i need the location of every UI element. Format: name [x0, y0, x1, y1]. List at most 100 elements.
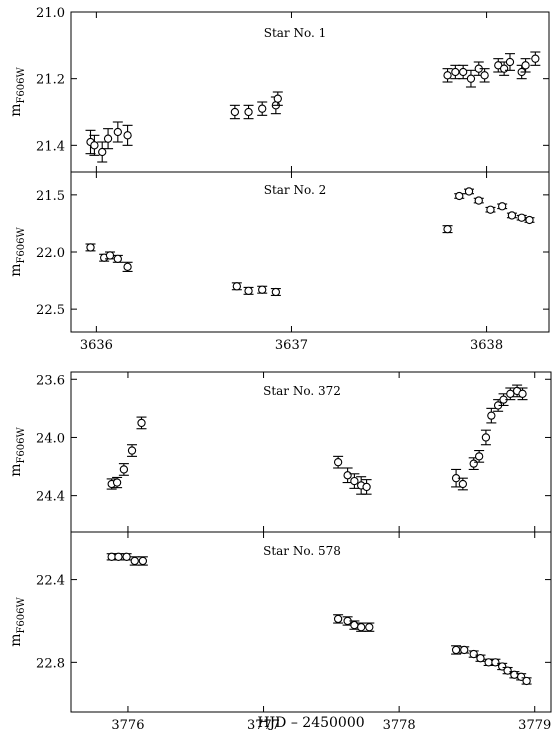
y-tick-label-star-578: 22.8: [36, 656, 65, 671]
y-tick-label-star-2: 22.5: [36, 303, 65, 318]
data-point-star-1: [531, 54, 540, 63]
panel-title-star-372: Star No. 372: [263, 384, 341, 398]
x-tick-label-star-578: 3776: [111, 718, 144, 733]
data-point-star-1: [451, 67, 460, 77]
data-point-star-578: [107, 552, 116, 561]
y-tick-label-star-1: 21.2: [36, 73, 65, 88]
data-point-star-372: [137, 418, 146, 428]
data-point-star-1: [505, 57, 515, 67]
data-point-star-1: [443, 71, 452, 80]
data-point-star-578: [469, 649, 478, 659]
y-tick-label-star-2: 22.0: [36, 246, 65, 261]
data-point-star-578: [510, 670, 519, 679]
data-point-star-2: [271, 287, 281, 297]
data-point-star-578: [333, 614, 343, 624]
data-point-star-372: [343, 471, 352, 480]
plot-area-star-372: 23.6 24.0 24.4: [36, 372, 551, 532]
y-axis-label-star-578: mF606W: [8, 596, 27, 646]
data-point-star-578: [484, 658, 493, 667]
data-point-star-578: [476, 654, 485, 663]
data-point-star-578: [357, 623, 366, 632]
data-point-star-1: [123, 131, 132, 140]
y-tick-label-star-578: 22.4: [36, 574, 65, 589]
data-point-star-1: [113, 127, 122, 137]
data-point-star-2: [455, 191, 464, 201]
panel-title-star-578: Star No. 578: [263, 544, 341, 558]
plot-area-star-2: 21.5 22.0 22.5 3636 3637 3638: [36, 172, 549, 353]
data-point-star-578: [498, 662, 507, 671]
x-tick-label-star-2: 3638: [470, 338, 503, 353]
data-point-star-372: [469, 459, 478, 468]
panel-frame-star-578: [70, 531, 552, 713]
y-tick-label-star-372: 24.4: [36, 490, 65, 505]
data-point-star-372: [112, 478, 122, 487]
x-tick-label-star-578: 3779: [518, 718, 551, 733]
data-point-star-2: [498, 202, 507, 211]
y-axis-label-star-1: mF606W: [8, 66, 27, 116]
panel-title-star-2: Star No. 2: [264, 183, 327, 197]
data-point-star-2: [474, 196, 483, 205]
data-point-star-1: [230, 107, 240, 117]
data-point-star-1: [480, 71, 489, 80]
x-tick-label-star-578: 3777: [247, 718, 280, 733]
x-tick-label-star-578: 3778: [383, 718, 416, 733]
data-point-star-2: [443, 224, 452, 234]
data-point-star-2: [113, 254, 122, 264]
data-point-star-578: [517, 672, 526, 681]
data-point-star-2: [525, 215, 534, 225]
data-point-star-2: [123, 262, 132, 272]
data-point-star-578: [138, 556, 148, 566]
data-point-star-2: [486, 205, 495, 214]
data-point-star-372: [127, 446, 137, 455]
data-point-star-372: [518, 389, 527, 398]
data-point-star-1: [466, 74, 476, 83]
data-point-star-578: [114, 552, 123, 561]
data-point-star-1: [459, 67, 468, 77]
data-point-star-2: [244, 286, 253, 296]
data-point-star-578: [503, 666, 512, 675]
data-point-star-578: [365, 623, 374, 632]
y-tick-label-star-2: 21.5: [36, 189, 65, 204]
y-tick-label-star-1: 21.4: [36, 139, 65, 154]
data-point-star-1: [499, 64, 509, 73]
data-point-star-1: [90, 141, 99, 150]
data-point-star-372: [350, 476, 359, 486]
data-point-star-2: [86, 243, 95, 252]
data-point-star-372: [481, 433, 491, 442]
data-point-star-372: [119, 465, 129, 474]
data-point-star-1: [98, 147, 107, 157]
data-point-star-578: [491, 658, 500, 667]
data-point-star-1: [244, 107, 253, 117]
data-point-star-2: [507, 211, 517, 220]
x-axis-label: HJD – 2450000: [257, 715, 364, 731]
data-point-star-2: [258, 285, 267, 294]
data-point-star-372: [474, 452, 484, 461]
data-point-star-1: [521, 61, 530, 70]
data-point-star-1: [258, 104, 267, 113]
panel-title-star-1: Star No. 1: [264, 26, 327, 40]
y-axis-label-star-2: mF606W: [8, 226, 27, 276]
data-point-star-372: [333, 458, 343, 467]
x-tick-label-star-2: 3637: [275, 338, 308, 353]
x-tick-label-star-2: 3636: [80, 338, 113, 353]
data-point-star-578: [122, 552, 131, 561]
data-point-star-578: [460, 645, 469, 655]
data-point-star-372: [487, 411, 496, 420]
data-point-star-1: [273, 94, 282, 103]
data-point-star-1: [103, 134, 113, 143]
data-point-star-578: [130, 556, 139, 566]
plot-area-star-578: 22.4 22.8 3776 3777 3778 3779: [36, 532, 551, 733]
data-point-star-372: [458, 479, 468, 489]
data-point-star-578: [451, 645, 461, 655]
data-point-star-372: [506, 389, 515, 398]
y-tick-label-star-372: 24.0: [36, 431, 65, 446]
y-tick-label-star-372: 23.6: [36, 373, 65, 388]
data-point-star-2: [464, 187, 474, 196]
data-point-star-372: [362, 482, 371, 492]
data-point-star-2: [105, 251, 115, 260]
data-point-star-2: [517, 213, 526, 222]
y-tick-label-star-1: 21.0: [36, 6, 65, 21]
plot-area-star-1: 21.0 21.2 21.4: [36, 6, 549, 172]
y-axis-label-star-372: mF606W: [8, 426, 27, 476]
